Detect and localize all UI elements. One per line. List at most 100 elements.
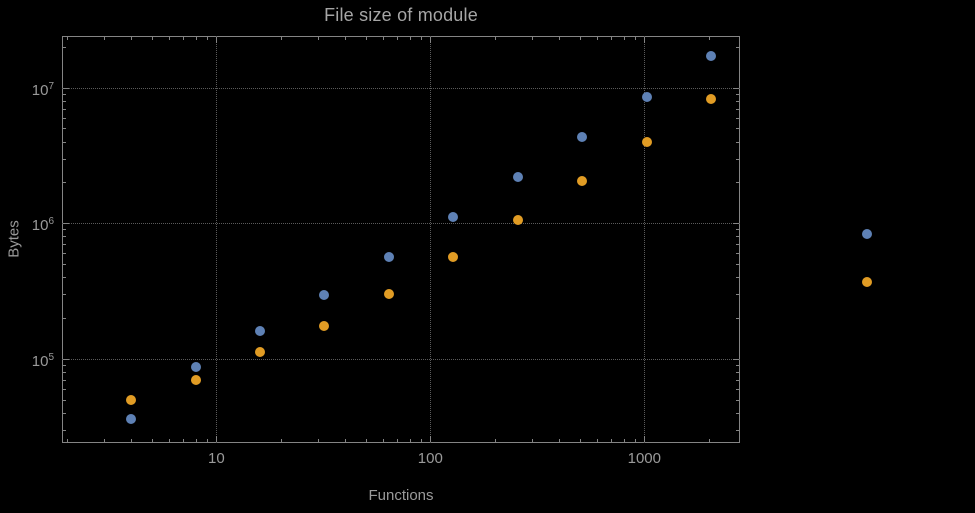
tick-mark (736, 236, 739, 238)
tick-mark (736, 379, 739, 381)
tick-mark (736, 365, 739, 367)
tick-mark (280, 439, 282, 442)
y-tick-label: 105 (31, 351, 54, 370)
tick-mark (736, 244, 739, 246)
tick-mark (63, 358, 69, 360)
tick-mark (736, 93, 739, 95)
tick-mark (430, 436, 432, 442)
plot-frame (62, 36, 740, 443)
tick-mark (63, 399, 66, 401)
data-point-series-orange (705, 94, 716, 105)
x-tick-label: 100 (417, 450, 443, 467)
data-point-series-orange (255, 347, 266, 358)
data-point-series-blue (862, 229, 873, 240)
tick-mark (397, 439, 399, 442)
data-point-series-blue (383, 252, 394, 263)
tick-mark (733, 358, 739, 360)
tick-mark (736, 277, 739, 279)
tick-mark (66, 37, 68, 40)
tick-mark (131, 37, 133, 40)
tick-mark (736, 117, 739, 119)
tick-mark (623, 37, 625, 40)
data-point-series-blue (705, 51, 716, 62)
grid-line-horizontal (62, 223, 740, 225)
tick-mark (131, 439, 133, 442)
tick-mark (206, 439, 208, 442)
data-point-series-orange (190, 374, 201, 385)
tick-mark (63, 87, 69, 89)
tick-mark (345, 439, 347, 442)
tick-mark (736, 108, 739, 110)
chart-title: File size of module (324, 5, 478, 25)
tick-mark (63, 229, 66, 231)
tick-mark (63, 379, 66, 381)
tick-mark (63, 158, 66, 160)
tick-mark (397, 37, 399, 40)
tick-mark (736, 182, 739, 184)
tick-mark (63, 372, 66, 374)
tick-mark (644, 436, 646, 442)
data-point-series-orange (383, 289, 394, 300)
tick-mark (318, 37, 320, 40)
tick-mark (280, 37, 282, 40)
tick-mark (195, 439, 197, 442)
tick-mark (736, 399, 739, 401)
tick-mark (579, 37, 581, 40)
data-point-series-orange (577, 175, 588, 186)
tick-mark (345, 37, 347, 40)
tick-mark (365, 439, 367, 442)
tick-mark (420, 439, 422, 442)
tick-mark (579, 439, 581, 442)
x-axis-label: Functions (368, 487, 434, 504)
tick-mark (63, 412, 66, 414)
tick-mark (559, 37, 561, 40)
data-point-series-orange (319, 320, 330, 331)
tick-mark (63, 294, 66, 296)
data-point-series-orange (448, 252, 459, 263)
tick-mark (736, 128, 739, 130)
tick-mark (708, 37, 710, 40)
tick-mark (736, 46, 739, 48)
tick-mark (611, 37, 613, 40)
data-point-series-blue (319, 290, 330, 301)
grid-line-vertical (430, 36, 432, 443)
data-point-series-blue (448, 211, 459, 222)
tick-mark (409, 439, 411, 442)
tick-mark (168, 439, 170, 442)
tick-mark (206, 37, 208, 40)
tick-mark (736, 229, 739, 231)
tick-mark (183, 37, 185, 40)
tick-mark (168, 37, 170, 40)
tick-mark (736, 100, 739, 102)
tick-mark (736, 372, 739, 374)
y-tick-label: 107 (31, 80, 54, 99)
data-point-series-blue (641, 92, 652, 103)
tick-mark (736, 412, 739, 414)
data-point-series-orange (126, 394, 137, 405)
tick-mark (63, 117, 66, 119)
tick-mark (63, 108, 66, 110)
tick-mark (596, 439, 598, 442)
tick-mark (183, 439, 185, 442)
tick-mark (151, 37, 153, 40)
tick-mark (736, 264, 739, 266)
tick-mark (63, 264, 66, 266)
tick-mark (63, 244, 66, 246)
tick-mark (736, 294, 739, 296)
y-tick-label: 106 (31, 216, 54, 235)
tick-mark (733, 223, 739, 225)
tick-mark (63, 277, 66, 279)
tick-mark (420, 37, 422, 40)
tick-mark (104, 439, 106, 442)
x-tick-label: 1000 (627, 450, 661, 467)
tick-mark (104, 37, 106, 40)
tick-mark (634, 37, 636, 40)
tick-mark (623, 439, 625, 442)
tick-mark (63, 141, 66, 143)
tick-mark (532, 37, 534, 40)
tick-mark (409, 37, 411, 40)
data-point-series-blue (126, 414, 137, 425)
data-point-series-orange (862, 276, 873, 287)
tick-mark (708, 439, 710, 442)
